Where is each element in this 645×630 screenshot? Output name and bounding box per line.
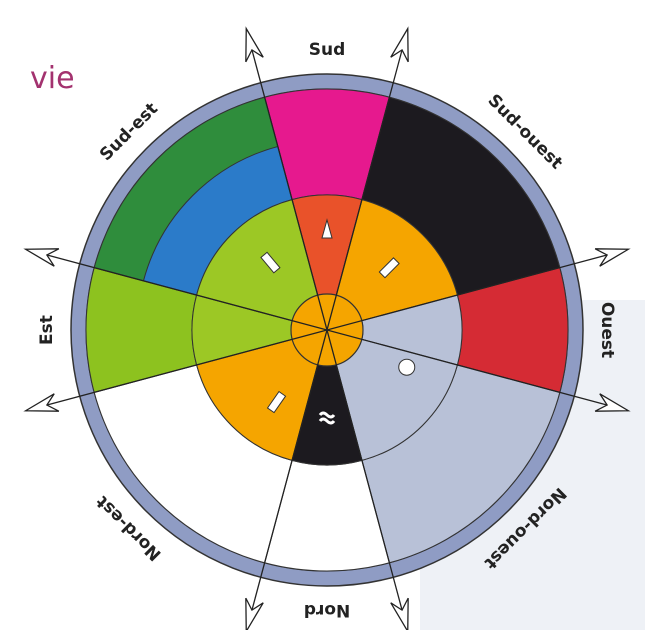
axis-line (25, 248, 629, 412)
symbol (398, 358, 416, 376)
arrow-head (390, 597, 409, 630)
arrow-head (245, 26, 264, 63)
symbol (378, 257, 400, 279)
arrow-head (23, 393, 60, 412)
arrow-head (390, 26, 409, 63)
direction-label: Nord (304, 600, 350, 620)
symbol (260, 251, 281, 274)
arrow-head (23, 248, 60, 267)
symbol (318, 411, 336, 425)
arrow-head (594, 393, 631, 412)
arrow-head (594, 248, 631, 267)
direction-label: Est (37, 315, 57, 345)
symbol (266, 390, 287, 414)
arrow-head (245, 597, 264, 630)
symbol (321, 218, 333, 239)
title: vie (30, 61, 75, 96)
wheel (23, 26, 631, 630)
direction-label: Ouest (597, 302, 617, 358)
direction-label: Sud (309, 40, 346, 60)
